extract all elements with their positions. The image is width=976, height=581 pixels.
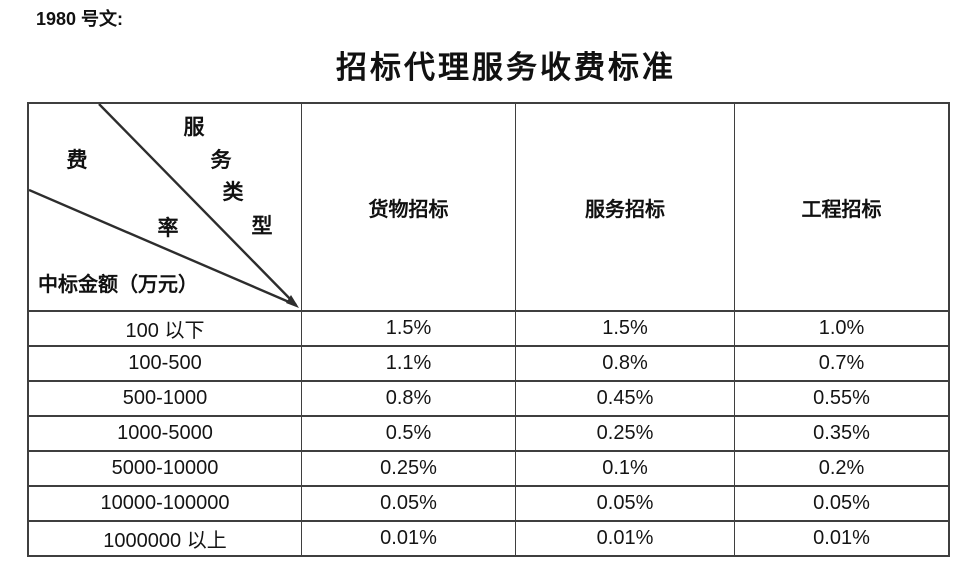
fee-rate-value: 0.55% — [734, 380, 948, 415]
fee-rate-value: 0.25% — [301, 450, 515, 485]
corner-service-type-char: 类 — [222, 180, 244, 204]
amount-range-label: 100 以下 — [29, 310, 301, 345]
page-title: 招标代理服务收费标准 — [336, 50, 676, 85]
fee-rate-value: 0.35% — [734, 415, 948, 450]
corner-fee-rate-char: 率 — [157, 216, 179, 240]
column-header-goods: 货物招标 — [301, 104, 515, 310]
document-reference: 1980 号文: — [36, 9, 124, 29]
fee-rate-value: 0.05% — [301, 485, 515, 520]
fee-rate-value: 0.5% — [301, 415, 515, 450]
fee-rate-value: 1.0% — [734, 310, 948, 345]
fee-rate-value: 0.8% — [301, 380, 515, 415]
fee-rate-value: 0.8% — [515, 345, 734, 380]
corner-service-type-char: 务 — [210, 148, 232, 172]
fee-rate-value: 1.5% — [301, 310, 515, 345]
corner-amount-label: 中标金额（万元） — [38, 274, 198, 296]
fee-rate-value: 0.01% — [515, 520, 734, 555]
fee-standard-table: 服 务 类 型 费 率 中标金额（万元） 货物招标 服务招标 工程招标 100 … — [27, 102, 950, 557]
diagonal-divider-lines — [29, 104, 299, 308]
corner-service-type-char: 服 — [183, 115, 205, 139]
fee-rate-value: 0.25% — [515, 415, 734, 450]
amount-range-label: 10000-100000 — [29, 485, 301, 520]
fee-rate-value: 0.7% — [734, 345, 948, 380]
fee-rate-value: 1.1% — [301, 345, 515, 380]
fee-rate-value: 0.05% — [734, 485, 948, 520]
fee-rate-value: 0.01% — [301, 520, 515, 555]
amount-range-label: 500-1000 — [29, 380, 301, 415]
arrowhead-icon — [286, 295, 299, 308]
column-header-services: 服务招标 — [515, 104, 734, 310]
amount-range-label: 1000-5000 — [29, 415, 301, 450]
fee-rate-value: 0.1% — [515, 450, 734, 485]
corner-fee-rate-char: 费 — [66, 148, 88, 172]
fee-rate-value: 0.2% — [734, 450, 948, 485]
fee-rate-value: 0.45% — [515, 380, 734, 415]
fee-rate-value: 0.05% — [515, 485, 734, 520]
column-header-works: 工程招标 — [734, 104, 948, 310]
fee-rate-value: 1.5% — [515, 310, 734, 345]
amount-range-label: 5000-10000 — [29, 450, 301, 485]
fee-rate-value: 0.01% — [734, 520, 948, 555]
amount-range-label: 1000000 以上 — [29, 520, 301, 555]
diagonal-header-cell: 服 务 类 型 费 率 中标金额（万元） — [29, 104, 301, 310]
amount-range-label: 100-500 — [29, 345, 301, 380]
corner-service-type-char: 型 — [251, 214, 273, 238]
